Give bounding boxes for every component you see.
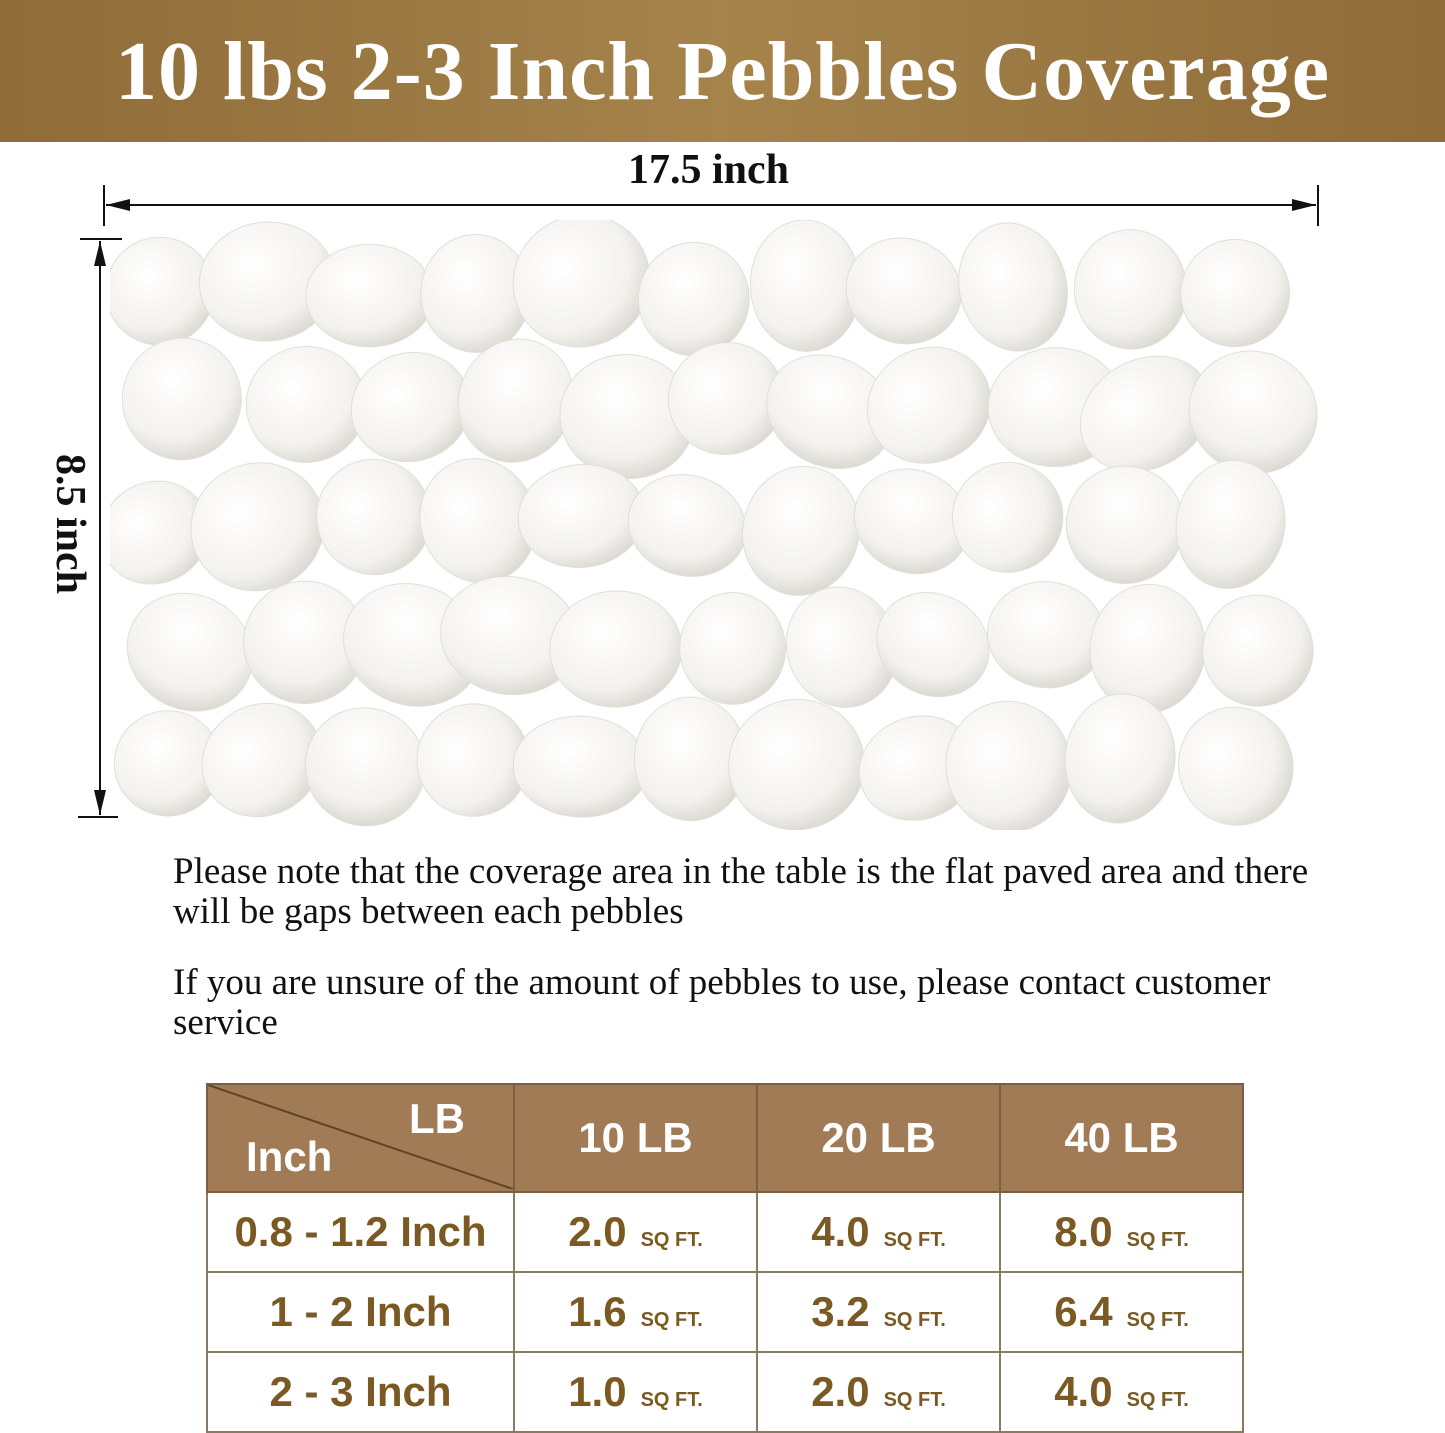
pebble xyxy=(951,461,1064,573)
value-cell: 2.0 SQ FT. xyxy=(756,1351,1001,1433)
value-cell: 4.0 SQ FT. xyxy=(999,1351,1244,1433)
table-row: 1 - 2 Inch 1.6 SQ FT. 3.2 SQ FT. 6.4 SQ FT. xyxy=(206,1271,1244,1353)
corner-header: LB Inch xyxy=(206,1083,515,1193)
value-cell: 4.0 SQ FT. xyxy=(756,1191,1001,1273)
pebbles-photo xyxy=(110,220,1318,830)
pebble xyxy=(867,346,992,464)
pebble xyxy=(416,703,530,817)
corner-inch: Inch xyxy=(246,1133,333,1180)
pebble xyxy=(512,715,649,818)
width-label: 17.5 inch xyxy=(628,147,790,193)
pebble xyxy=(121,337,242,461)
pebble xyxy=(201,702,323,818)
pebble xyxy=(1180,238,1291,348)
pebble xyxy=(679,592,787,705)
pebble xyxy=(305,243,435,348)
value-cell: 6.4 SQ FT. xyxy=(999,1271,1244,1353)
page-title: 10 lbs 2-3 Inch Pebbles Coverage xyxy=(115,24,1330,118)
value-cell: 2.0 SQ FT. xyxy=(513,1191,758,1273)
size-cell: 0.8 - 1.2 Inch xyxy=(206,1191,515,1273)
pebble xyxy=(945,700,1072,830)
title-banner: 10 lbs 2-3 Inch Pebbles Coverage xyxy=(0,0,1445,142)
pebble xyxy=(512,220,651,348)
pebble xyxy=(304,707,426,827)
table-row: 2 - 3 Inch 1.0 SQ FT. 2.0 SQ FT. 4.0 SQ FT. xyxy=(206,1351,1244,1433)
pebble xyxy=(958,222,1068,352)
pebble xyxy=(245,346,367,463)
pebble xyxy=(126,592,254,712)
height-label: 8.5 inch xyxy=(47,453,93,595)
table-row: 0.8 - 1.2 Inch 2.0 SQ FT. 4.0 SQ FT. 8.0 SQ… xyxy=(206,1191,1244,1273)
coverage-table: LB Inch 10 LB 20 LB 40 LB 0.8 - 1.2 Inch… xyxy=(206,1083,1244,1433)
table-header-row: LB Inch 10 LB 20 LB 40 LB xyxy=(206,1083,1244,1193)
note-contact: If you are unsure of the amount of pebbl… xyxy=(173,962,1271,1043)
pebble xyxy=(1202,594,1314,707)
column-header: 40 LB xyxy=(999,1083,1244,1193)
pebble xyxy=(1073,229,1188,350)
pebble xyxy=(1177,706,1294,826)
pebble xyxy=(728,698,866,830)
value-cell: 3.2 SQ FT. xyxy=(756,1271,1001,1353)
value-cell: 8.0 SQ FT. xyxy=(999,1191,1244,1273)
pebble xyxy=(876,592,990,698)
column-header: 20 LB xyxy=(756,1083,1001,1193)
pebble xyxy=(845,237,962,345)
pebble xyxy=(1064,693,1176,824)
size-cell: 1 - 2 Inch xyxy=(206,1271,515,1353)
value-cell: 1.0 SQ FT. xyxy=(513,1351,758,1433)
value-cell: 1.6 SQ FT. xyxy=(513,1271,758,1353)
pebble xyxy=(742,465,860,596)
size-cell: 2 - 3 Inch xyxy=(206,1351,515,1433)
pebble xyxy=(1175,459,1286,590)
note-coverage: Please note that the coverage area in th… xyxy=(173,851,1309,932)
corner-lb: LB xyxy=(409,1095,465,1142)
pebble xyxy=(627,474,747,577)
pebble xyxy=(637,241,750,357)
column-header: 10 LB xyxy=(513,1083,758,1193)
